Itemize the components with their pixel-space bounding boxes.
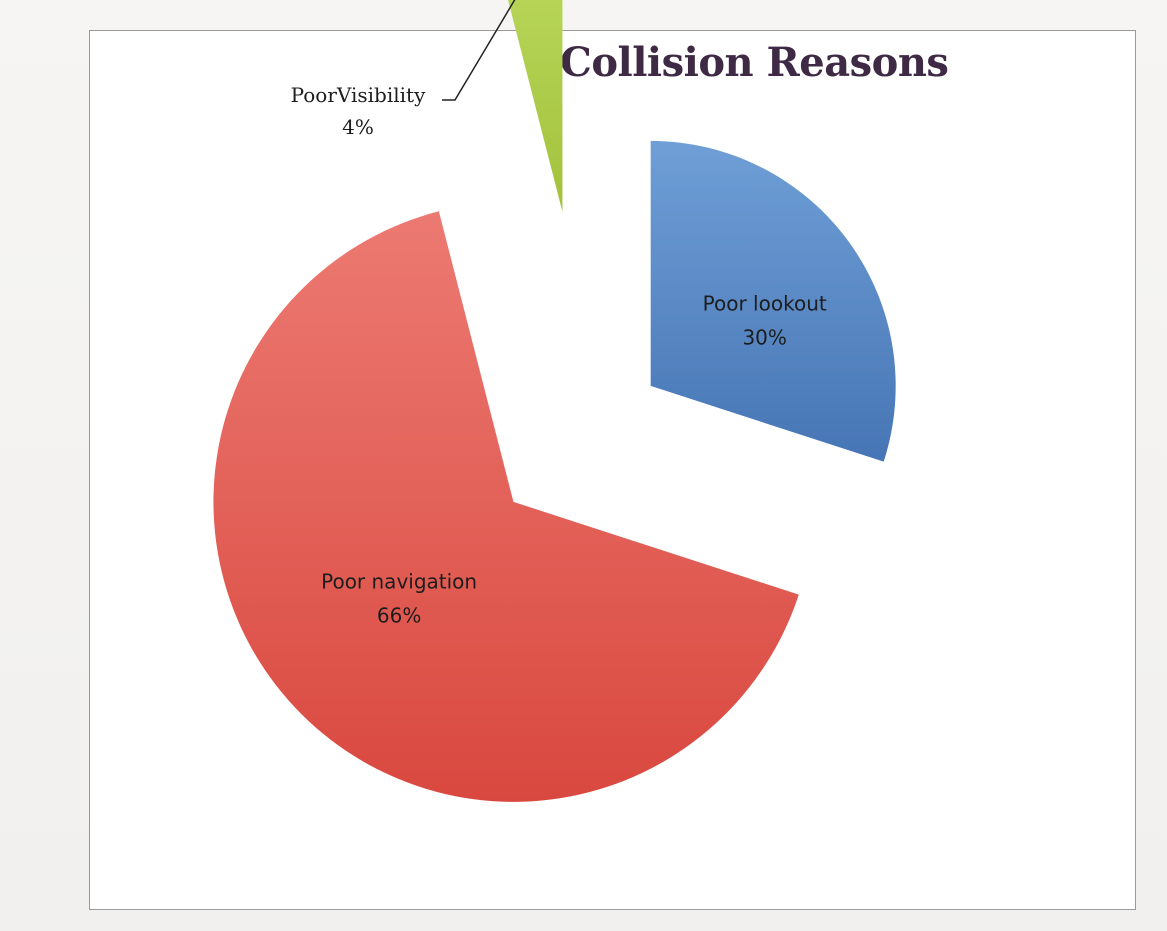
slice-label-0: Poor lookout (703, 292, 827, 316)
pie-slice-poor-navigation (213, 211, 799, 802)
slice-label-1: Poor navigation (321, 570, 477, 594)
callout-leader-line (442, 0, 516, 101)
slice-label-2: PoorVisibility (291, 83, 426, 107)
slice-value-2: 4% (342, 115, 374, 139)
slice-value-1: 66% (377, 604, 421, 628)
pie-slices (213, 0, 896, 802)
chart-title: Collision Reasons (560, 39, 949, 86)
pie-slice-poor-lookout (650, 140, 896, 462)
pie-slice-poorvisibility (508, 0, 563, 212)
slice-value-0: 30% (742, 326, 786, 350)
pie-labels: Poor lookout 30% Poor navigation 66% PoorVis… (291, 0, 827, 628)
